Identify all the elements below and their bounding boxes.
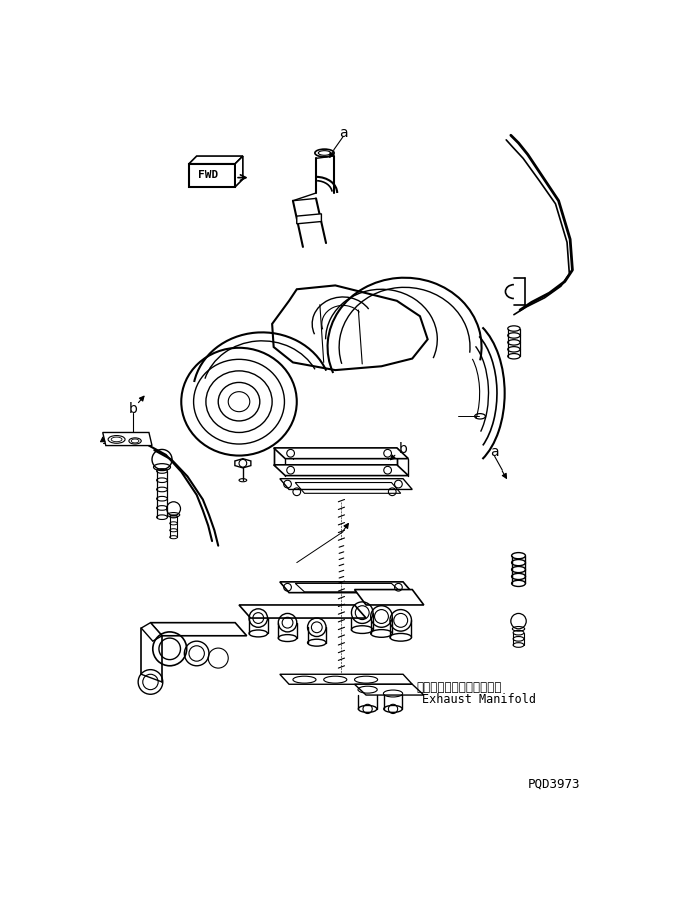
Polygon shape <box>279 479 412 489</box>
Polygon shape <box>274 448 408 459</box>
Text: Exhaust Manifold: Exhaust Manifold <box>422 694 536 706</box>
Text: a: a <box>339 126 347 140</box>
Text: a: a <box>491 445 499 459</box>
Polygon shape <box>102 433 152 445</box>
Polygon shape <box>235 459 251 468</box>
Polygon shape <box>355 590 424 605</box>
Polygon shape <box>151 623 247 635</box>
Polygon shape <box>355 684 424 695</box>
Polygon shape <box>297 214 321 224</box>
Text: エキゾーストマニホールド: エキゾーストマニホールド <box>416 681 502 694</box>
Polygon shape <box>235 156 243 187</box>
Text: PQD3973: PQD3973 <box>528 777 580 790</box>
Polygon shape <box>274 464 408 475</box>
Polygon shape <box>189 164 235 187</box>
Polygon shape <box>279 674 412 684</box>
Text: b: b <box>128 402 137 415</box>
Polygon shape <box>279 582 412 593</box>
Text: FWD: FWD <box>198 170 218 180</box>
Polygon shape <box>141 623 162 641</box>
Polygon shape <box>189 156 243 164</box>
Text: b: b <box>399 443 408 456</box>
Polygon shape <box>239 605 366 618</box>
